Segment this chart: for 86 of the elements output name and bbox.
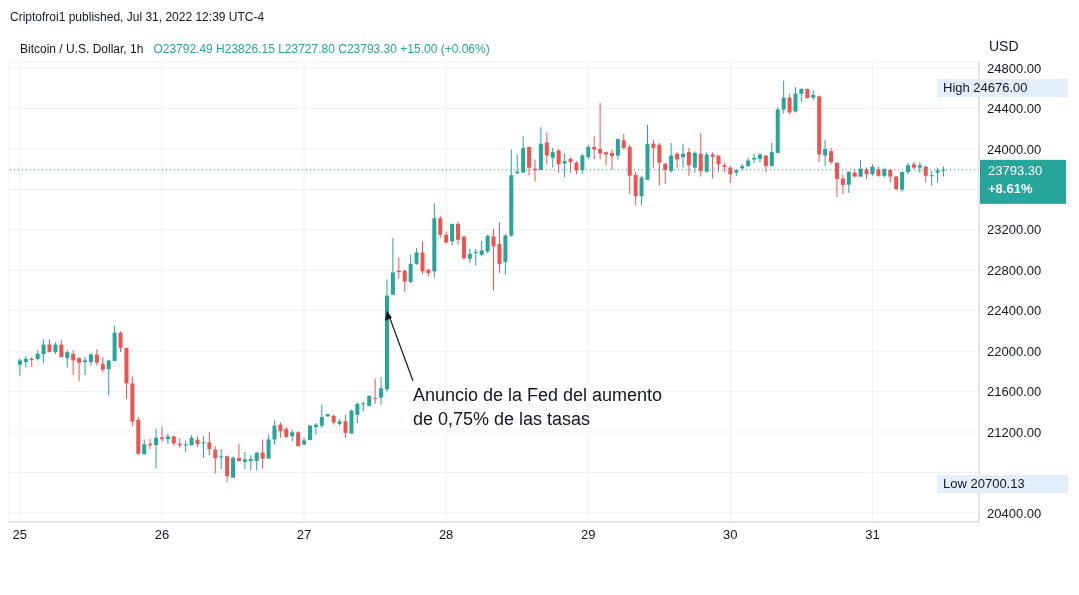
y-tick-label: 21600.00 [987,384,1042,400]
candlestick [686,147,691,177]
candlestick [781,80,786,114]
candlestick [201,435,206,459]
candlestick [787,93,792,115]
x-tick-label: 28 [438,527,454,543]
candlestick [544,131,549,165]
candlestick [408,254,413,284]
candlestick [159,426,164,442]
candlestick [615,138,620,160]
y-tick-label: 24400.00 [987,101,1042,117]
x-tick-label: 25 [12,527,28,543]
x-tick-label: 29 [581,527,596,543]
annotation: Anuncio de la Fed del aumento de 0,75% de las tasas [412,384,663,429]
y-tick-label: 24800.00 [987,60,1042,76]
y-tick-label: 22800.00 [987,262,1042,278]
candlestick [272,419,277,445]
ref-line-label: 23793.30 +8.61% [988,162,1046,196]
chart-title: Bitcoin / U.S. Dollar, 1h [20,42,144,56]
candlestick [355,402,360,424]
candlestick [254,451,259,471]
candlestick [456,221,461,246]
candlestick [319,404,324,429]
x-tick-label: 30 [723,527,738,543]
y-tick-label: 20400.00 [987,505,1042,521]
candlestick [219,448,224,470]
candlestick [609,149,614,171]
candlestick [633,171,638,206]
x-tick-label: 31 [865,527,880,543]
candlestick [769,142,774,168]
candlestick [266,434,271,460]
candlestick [236,443,241,462]
candlestick [604,150,609,166]
candlestick [390,237,395,296]
candlestick [165,433,170,445]
candlestick [657,142,662,187]
candlestick [757,152,762,164]
candlestick [793,86,798,113]
chart-subtitle: O23792.49 H23826.15 L23727.80 C23793.30 +15.00 (+0.06%) [153,42,490,56]
y-tick-label: 21200.00 [987,424,1042,440]
candlestick [41,338,46,364]
candlestick [373,378,378,405]
candlestick [592,135,597,160]
candlestick [461,236,466,261]
candlestick [823,139,828,167]
candlestick [556,148,561,174]
candlestick [207,431,212,457]
candlestick [231,455,236,479]
candlestick [929,170,934,187]
candlestick [83,356,88,376]
candlestick [343,414,348,439]
x-tick-label: 26 [154,527,170,543]
candlestick [183,439,188,453]
x-tick-label: 27 [296,527,312,543]
candlestick [846,170,851,194]
candlestick [698,132,703,178]
candlestick [17,358,22,377]
text: Criptofroi1 published, Jul 31, 2022 12:39 UTC-4 [10,10,265,24]
candlestick [118,330,123,353]
y-tick-label: 22400.00 [987,303,1042,319]
candlestick [402,269,407,293]
candlestick [550,147,555,169]
candlestick [77,356,82,382]
candlestick [242,451,247,470]
y-tick-label: 22000.00 [987,343,1042,359]
y-tick-label: 23200.00 [987,222,1042,238]
candlestick [420,240,425,275]
candlestick [154,428,159,470]
candlestick [260,439,265,470]
y-axis-title: USD [989,38,1019,54]
candlestick [651,139,656,169]
y-tick-label: 24000.00 [987,141,1042,157]
price-tag: Low 20700.13 [937,475,1068,493]
candlestick [213,445,218,474]
candlestick [840,173,845,195]
candlestick [900,171,905,193]
candlestick [438,215,443,239]
candlestick [467,248,472,264]
candlestick [106,359,111,396]
candlestick [225,455,230,484]
candlestick [485,234,490,254]
candlestick [834,162,839,198]
price-tag: High 24676.00 [937,79,1068,97]
candlestick [527,146,532,176]
candlestick [663,162,668,185]
candlestick [379,376,384,406]
